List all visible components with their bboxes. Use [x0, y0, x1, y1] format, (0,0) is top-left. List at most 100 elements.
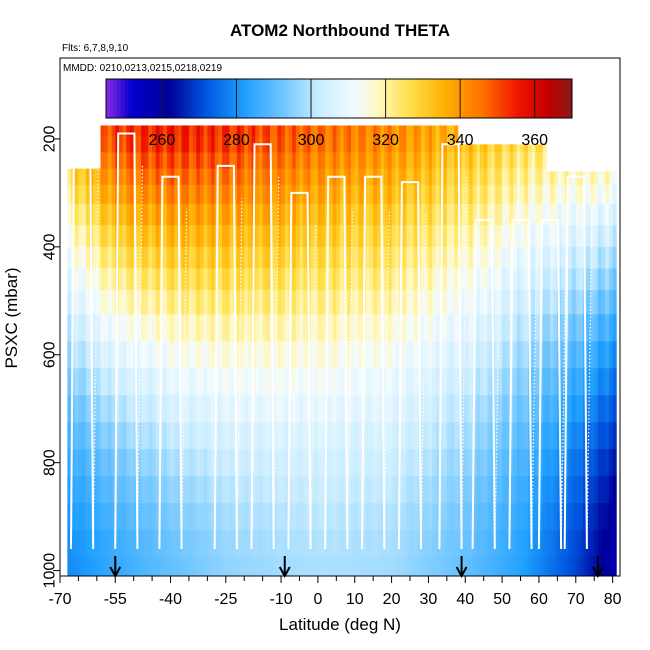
- heatmap-cell: [328, 152, 334, 170]
- heatmap-cell: [295, 184, 300, 205]
- heatmap-cell: [476, 290, 481, 315]
- heatmap-cell: [181, 136, 186, 153]
- heatmap-cell: [491, 530, 496, 558]
- heatmap-cell: [211, 503, 216, 531]
- heatmap-cell: [516, 152, 521, 170]
- heatmap-cell: [78, 246, 83, 269]
- heatmap-cell: [152, 203, 157, 226]
- colorbar-cell: [139, 79, 144, 118]
- heatmap-cell: [443, 246, 448, 269]
- heatmap-cell: [144, 530, 149, 558]
- heatmap-cell: [211, 449, 216, 477]
- heatmap-cell: [513, 144, 518, 153]
- x-tick-label: 60: [530, 591, 548, 608]
- heatmap-cell: [200, 246, 205, 269]
- heatmap-cell: [118, 268, 124, 291]
- heatmap-cell: [583, 184, 588, 205]
- heatmap-cell: [340, 268, 345, 291]
- heatmap-cell: [225, 476, 230, 504]
- heatmap-cell: [461, 530, 466, 558]
- heatmap-cell: [299, 290, 304, 315]
- colorbar-cell: [527, 79, 532, 118]
- heatmap-cell: [336, 476, 341, 504]
- heatmap-cell: [498, 449, 503, 477]
- heatmap-cell: [454, 476, 459, 504]
- heatmap-cell: [137, 314, 142, 342]
- heatmap-cell: [406, 203, 411, 226]
- heatmap-cell: [516, 314, 521, 342]
- heatmap-cell: [152, 476, 157, 504]
- heatmap-cell: [163, 395, 168, 423]
- heatmap-cell: [561, 530, 566, 558]
- heatmap-cell: [67, 168, 72, 186]
- heatmap-cell: [288, 503, 293, 531]
- heatmap-cell: [281, 530, 286, 558]
- heatmap-cell: [107, 368, 112, 396]
- heatmap-cell: [597, 203, 602, 226]
- heatmap-cell: [605, 422, 610, 450]
- colorbar-cell: [434, 79, 439, 118]
- heatmap-cell: [575, 368, 580, 396]
- heatmap-cell: [82, 368, 87, 396]
- heatmap-cell: [358, 168, 363, 186]
- heatmap-cell: [262, 503, 267, 531]
- heatmap-cell: [520, 246, 525, 269]
- heatmap-cell: [258, 557, 264, 576]
- heatmap-cell: [192, 290, 197, 315]
- heatmap-cell: [244, 530, 249, 558]
- heatmap-cell: [424, 225, 429, 248]
- heatmap-cell: [266, 268, 271, 291]
- heatmap-cell: [417, 530, 422, 558]
- heatmap-cell: [310, 476, 315, 504]
- heatmap-cell: [200, 422, 205, 450]
- heatmap-cell: [332, 184, 337, 205]
- heatmap-cell: [354, 449, 359, 477]
- heatmap-cell: [432, 314, 437, 342]
- heatmap-cell: [207, 422, 212, 450]
- heatmap-cell: [538, 449, 544, 477]
- heatmap-cell: [321, 125, 326, 137]
- heatmap-cell: [155, 152, 160, 170]
- heatmap-cell: [258, 125, 264, 137]
- heatmap-cell: [137, 152, 142, 170]
- heatmap-cell: [402, 449, 407, 477]
- heatmap-cell: [391, 503, 396, 531]
- heatmap-cell: [365, 422, 370, 450]
- heatmap-cell: [380, 503, 385, 531]
- heatmap-cell: [255, 395, 260, 423]
- heatmap-cell: [200, 225, 205, 248]
- heatmap-cell: [465, 152, 470, 170]
- heatmap-cell: [468, 203, 474, 226]
- heatmap-cell: [258, 168, 264, 186]
- heatmap-cell: [203, 476, 208, 504]
- heatmap-cell: [369, 268, 374, 291]
- heatmap-cell: [170, 225, 175, 248]
- heatmap-cell: [273, 449, 278, 477]
- heatmap-cell: [384, 314, 389, 342]
- heatmap-cell: [476, 422, 481, 450]
- heatmap-cell: [461, 314, 466, 342]
- heatmap-cell: [255, 290, 260, 315]
- heatmap-cell: [468, 225, 474, 248]
- heatmap-cell: [391, 341, 396, 369]
- x-tick-label: 80: [604, 591, 622, 608]
- heatmap-cell: [192, 422, 197, 450]
- heatmap-cell: [258, 503, 264, 531]
- heatmap-cell: [513, 395, 518, 423]
- heatmap-cell: [244, 225, 249, 248]
- heatmap-cell: [435, 422, 440, 450]
- heatmap-cell: [96, 314, 101, 342]
- heatmap-cell: [550, 171, 555, 186]
- heatmap-cell: [424, 368, 429, 396]
- heatmap-cell: [461, 503, 466, 531]
- heatmap-cell: [247, 530, 252, 558]
- heatmap-cell: [67, 422, 72, 450]
- heatmap-cell: [410, 125, 415, 137]
- colorbar-cell: [314, 79, 319, 118]
- heatmap-cell: [317, 314, 322, 342]
- heatmap-cell: [155, 225, 160, 248]
- heatmap-cell: [273, 125, 278, 137]
- heatmap-cell: [535, 268, 540, 291]
- colorbar-cell: [221, 79, 226, 118]
- heatmap-cell: [292, 136, 297, 153]
